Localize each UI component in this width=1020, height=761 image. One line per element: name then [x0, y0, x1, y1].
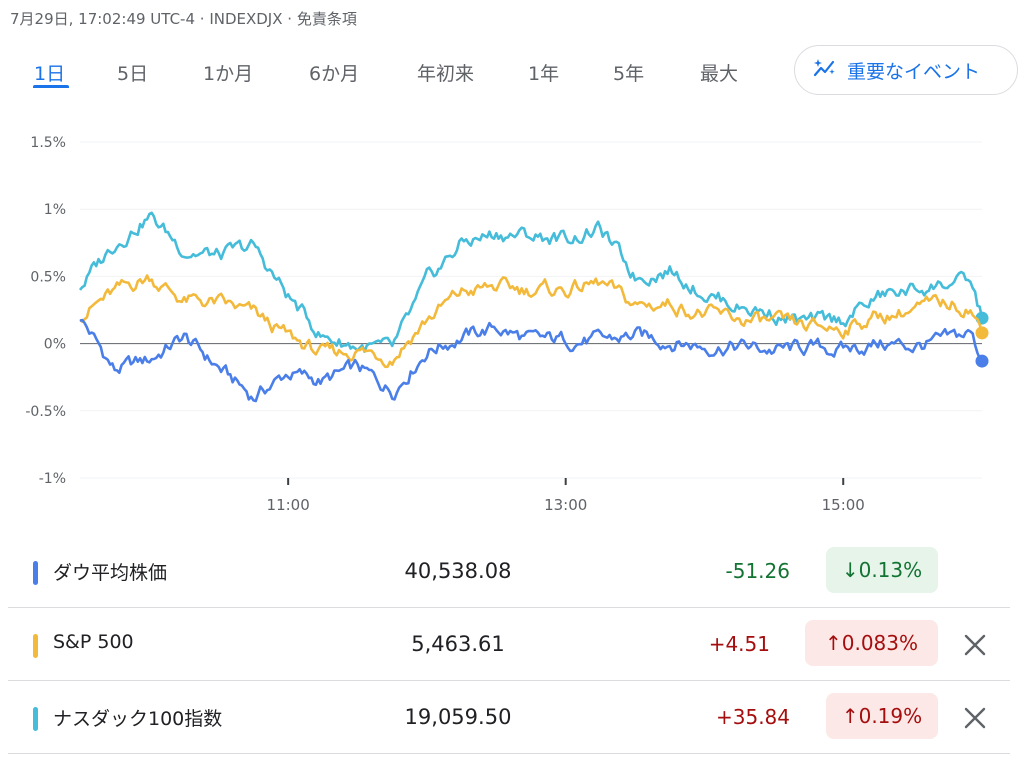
remove-comparison-button[interactable]	[960, 703, 990, 733]
series-line	[79, 318, 983, 403]
tab-5y[interactable]: 5年	[613, 63, 645, 85]
sparkle-trend-icon	[813, 57, 837, 84]
index-name: ナスダック100指数	[53, 708, 223, 730]
tab-ytd[interactable]: 年初来	[417, 63, 475, 85]
disclaimer-link[interactable]: 免責条項	[296, 10, 357, 28]
separator: ·	[195, 10, 210, 28]
percent-change-badge: ↑0.19%	[826, 693, 938, 739]
price-change: +4.51	[708, 632, 770, 656]
quote-header: 7月29日, 17:02:49 UTC-4 · INDEXDJX · 免責条項	[10, 8, 357, 29]
close-icon	[964, 707, 986, 729]
y-tick-label: 0%	[44, 337, 66, 353]
index-name: ダウ平均株価	[53, 562, 168, 584]
chart-series	[78, 211, 989, 403]
y-tick-label: -0.5%	[25, 404, 66, 420]
chart-grid	[80, 141, 982, 479]
key-events-label: 重要なイベント	[847, 60, 981, 83]
tab-max[interactable]: 最大	[700, 63, 739, 85]
series-line	[79, 274, 984, 369]
series-color-marker	[33, 707, 38, 731]
percent-change-badge: ↑0.083%	[805, 620, 938, 666]
key-events-button[interactable]: 重要なイベント	[794, 45, 1018, 95]
price-chart[interactable]: 1.5% 1% 0.5% 0% -0.5% -1% 11:00 13:00 15:00	[0, 110, 1020, 520]
y-tick-label: -1%	[39, 471, 66, 487]
x-tick-label: 13:00	[544, 496, 587, 514]
x-axis: 11:00 13:00 15:00	[267, 478, 865, 514]
tab-1d[interactable]: 1日	[34, 63, 66, 85]
y-axis: 1.5% 1% 0.5% 0% -0.5% -1%	[25, 135, 66, 487]
x-tick-label: 11:00	[267, 496, 310, 514]
series-line	[78, 211, 984, 353]
timestamp: 7月29日, 17:02:49 UTC-4	[10, 10, 195, 28]
range-tabs: 1日 5日 1か月 6か月 年初来 1年 5年 最大	[0, 55, 790, 95]
quote-row-nasdaq100[interactable]: ナスダック100指数 19,059.50 +35.84 ↑0.19%	[8, 681, 1010, 754]
series-end-point	[975, 326, 989, 340]
x-tick-label: 15:00	[822, 496, 865, 514]
quote-row-sp500[interactable]: S&P 500 5,463.61 +4.51 ↑0.083%	[8, 608, 1010, 681]
quote-row-dow[interactable]: ダウ平均株価 40,538.08 -51.26 ↓0.13%	[8, 535, 1010, 608]
price-change: -51.26	[725, 559, 790, 583]
series-color-marker	[33, 634, 38, 658]
remove-comparison-button[interactable]	[960, 630, 990, 660]
y-tick-label: 0.5%	[30, 269, 66, 285]
ticker-symbol: INDEXDJX	[209, 10, 283, 28]
tab-6m[interactable]: 6か月	[309, 63, 360, 85]
index-price: 19,059.50	[404, 705, 512, 729]
series-color-marker	[33, 561, 38, 585]
separator: ·	[282, 10, 297, 28]
index-price: 40,538.08	[404, 559, 512, 583]
tab-1m[interactable]: 1か月	[203, 63, 254, 85]
y-tick-label: 1.5%	[30, 135, 66, 151]
active-tab-indicator	[33, 85, 69, 88]
tab-1y[interactable]: 1年	[528, 63, 560, 85]
index-price: 5,463.61	[411, 632, 505, 656]
close-icon	[964, 634, 986, 656]
series-end-point	[975, 354, 989, 368]
index-name: S&P 500	[53, 631, 134, 653]
price-change: +35.84	[715, 705, 790, 729]
y-tick-label: 1%	[44, 202, 66, 218]
tab-5d[interactable]: 5日	[117, 63, 149, 85]
percent-change-badge: ↓0.13%	[826, 547, 938, 593]
